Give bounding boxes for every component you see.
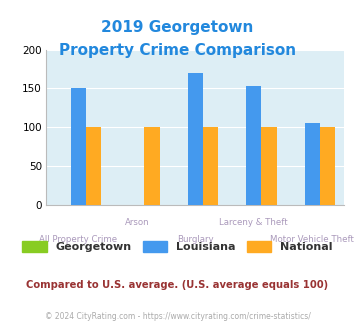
- Text: Motor Vehicle Theft: Motor Vehicle Theft: [270, 235, 354, 244]
- Bar: [305, 123, 320, 205]
- Text: Burglary: Burglary: [177, 235, 214, 244]
- Bar: [261, 127, 277, 205]
- Bar: [246, 86, 261, 205]
- Bar: [71, 88, 86, 205]
- Bar: [188, 73, 203, 205]
- Text: Compared to U.S. average. (U.S. average equals 100): Compared to U.S. average. (U.S. average …: [26, 280, 329, 290]
- Legend: Georgetown, Louisiana, National: Georgetown, Louisiana, National: [18, 237, 337, 256]
- Text: Property Crime Comparison: Property Crime Comparison: [59, 43, 296, 58]
- Text: Arson: Arson: [125, 218, 149, 227]
- Text: © 2024 CityRating.com - https://www.cityrating.com/crime-statistics/: © 2024 CityRating.com - https://www.city…: [45, 312, 310, 321]
- Text: Larceny & Theft: Larceny & Theft: [219, 218, 288, 227]
- Bar: [144, 127, 160, 205]
- Bar: [320, 127, 335, 205]
- Text: All Property Crime: All Property Crime: [39, 235, 118, 244]
- Text: 2019 Georgetown: 2019 Georgetown: [101, 20, 254, 35]
- Bar: [86, 127, 101, 205]
- Bar: [203, 127, 218, 205]
